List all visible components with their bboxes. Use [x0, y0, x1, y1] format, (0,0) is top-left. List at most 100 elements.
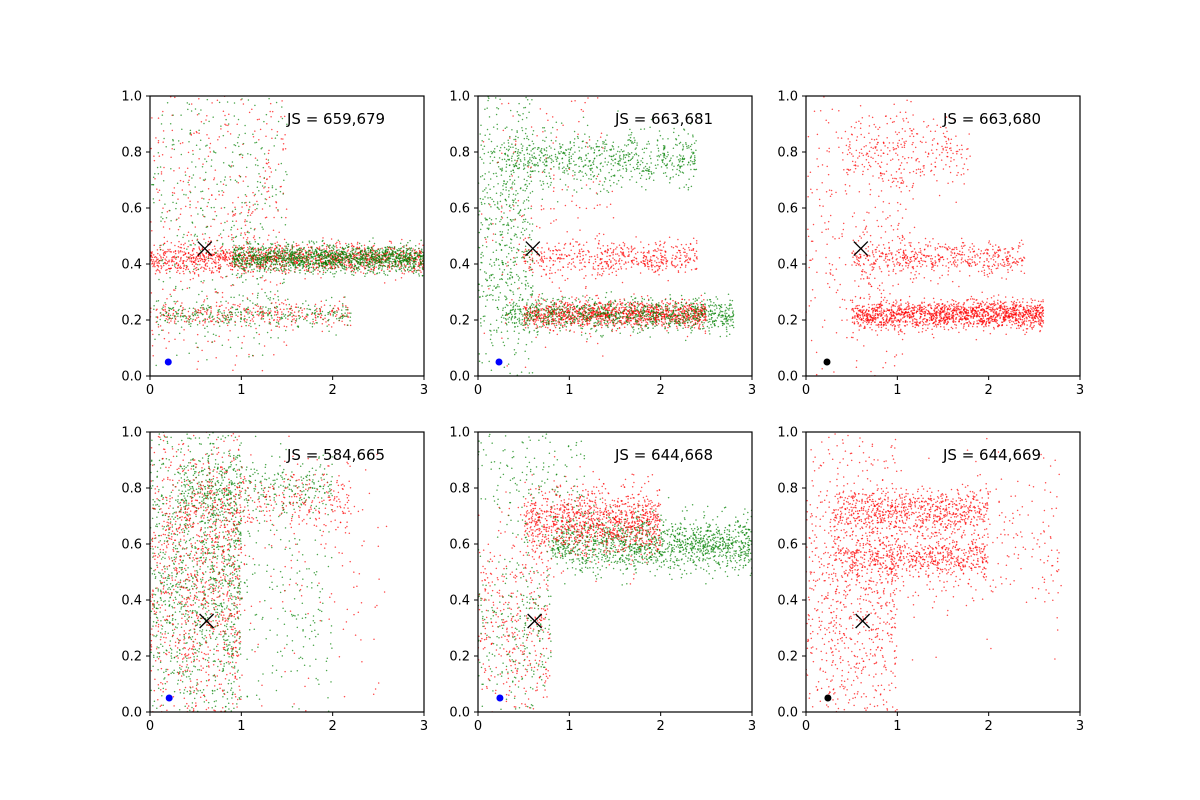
scatter-point — [278, 231, 280, 233]
scatter-point — [203, 267, 206, 270]
scatter-point — [156, 258, 158, 261]
scatter-point — [391, 258, 394, 261]
scatter-point — [270, 314, 273, 317]
scatter-point — [331, 267, 334, 270]
scatter-point — [296, 256, 298, 258]
scatter-point — [268, 246, 270, 249]
scatter-point — [230, 166, 232, 168]
scatter-point — [252, 270, 254, 273]
scatter-point — [206, 295, 208, 297]
scatter-point — [380, 260, 383, 263]
scatter-point — [201, 209, 204, 212]
scatter-point — [201, 190, 204, 193]
scatter-point — [411, 250, 414, 252]
scatter-point — [266, 178, 268, 181]
scatter-point — [671, 319, 674, 321]
scatter-point — [267, 186, 270, 189]
scatter-point — [191, 239, 194, 242]
scatter-point — [291, 246, 294, 249]
scatter-point — [339, 255, 342, 258]
scatter-point — [278, 249, 280, 252]
scatter-point — [403, 245, 405, 247]
scatter-point — [162, 306, 164, 308]
scatter-point — [286, 251, 289, 254]
scatter-point — [202, 281, 204, 284]
scatter-point — [214, 259, 216, 261]
scatter-point — [256, 294, 259, 297]
scatter-point — [214, 169, 217, 171]
scatter-point — [150, 292, 153, 294]
scatter-point — [333, 276, 335, 278]
scatter-point — [163, 166, 165, 169]
js-annotation: JS = 659,679 — [286, 110, 385, 128]
scatter-point — [251, 311, 253, 314]
scatter-point — [393, 258, 395, 261]
scatter-point — [335, 261, 337, 263]
scatter-point — [346, 256, 348, 259]
scatter-point — [186, 167, 189, 170]
scatter-point — [240, 267, 243, 270]
scatter-point — [247, 271, 249, 273]
scatter-point — [176, 267, 178, 270]
scatter-point — [263, 270, 266, 272]
scatter-point — [210, 225, 212, 228]
scatter-point — [162, 179, 165, 182]
scatter-point — [233, 115, 236, 117]
scatter-point — [151, 230, 153, 232]
scatter-point — [174, 263, 176, 265]
scatter-point — [172, 251, 175, 253]
scatter-point — [405, 252, 407, 254]
scatter-point — [323, 251, 326, 254]
scatter-point — [246, 241, 249, 244]
scatter-point — [237, 269, 239, 271]
scatter-point — [258, 260, 260, 262]
scatter-point — [621, 304, 623, 306]
scatter-point — [290, 312, 292, 314]
scatter-point — [275, 101, 278, 104]
scatter-point — [277, 261, 279, 263]
scatter-point — [369, 266, 371, 268]
scatter-point — [197, 346, 199, 349]
scatter-point — [208, 137, 210, 139]
scatter-point — [202, 163, 204, 165]
scatter-point — [318, 264, 321, 267]
scatter-point — [326, 251, 329, 254]
scatter-point — [245, 166, 248, 169]
scatter-point — [374, 273, 376, 276]
scatter-point — [369, 251, 371, 253]
scatter-point — [270, 242, 272, 245]
scatter-point — [388, 270, 391, 272]
scatter-point — [321, 258, 323, 261]
scatter-point — [182, 316, 185, 318]
scatter-point — [248, 206, 251, 208]
scatter-point — [274, 247, 277, 250]
scatter-point — [284, 245, 286, 247]
scatter-point — [221, 320, 223, 323]
scatter-point — [213, 261, 216, 264]
scatter-point — [162, 217, 164, 220]
scatter-point — [261, 226, 263, 228]
scatter-point — [288, 250, 291, 253]
scatter-point — [273, 145, 275, 147]
scatter-point — [699, 302, 702, 304]
scatter-point — [259, 254, 261, 256]
scatter-point — [640, 321, 643, 323]
scatter-point — [205, 258, 207, 261]
scatter-point — [179, 225, 181, 228]
scatter-point — [381, 260, 384, 263]
scatter-point — [290, 269, 292, 272]
scatter-point — [317, 262, 320, 265]
scatter-point — [187, 197, 190, 199]
scatter-point — [314, 258, 316, 260]
scatter-point — [290, 261, 292, 264]
scatter-point — [587, 319, 590, 322]
scatter-point — [213, 206, 215, 209]
scatter-point — [185, 267, 188, 269]
scatter-point — [258, 258, 261, 260]
scatter-point — [181, 302, 183, 304]
scatter-point — [200, 312, 203, 315]
scatter-point — [238, 145, 240, 148]
scatter-point — [192, 311, 194, 314]
scatter-point — [235, 263, 238, 265]
scatter-point — [317, 269, 319, 271]
